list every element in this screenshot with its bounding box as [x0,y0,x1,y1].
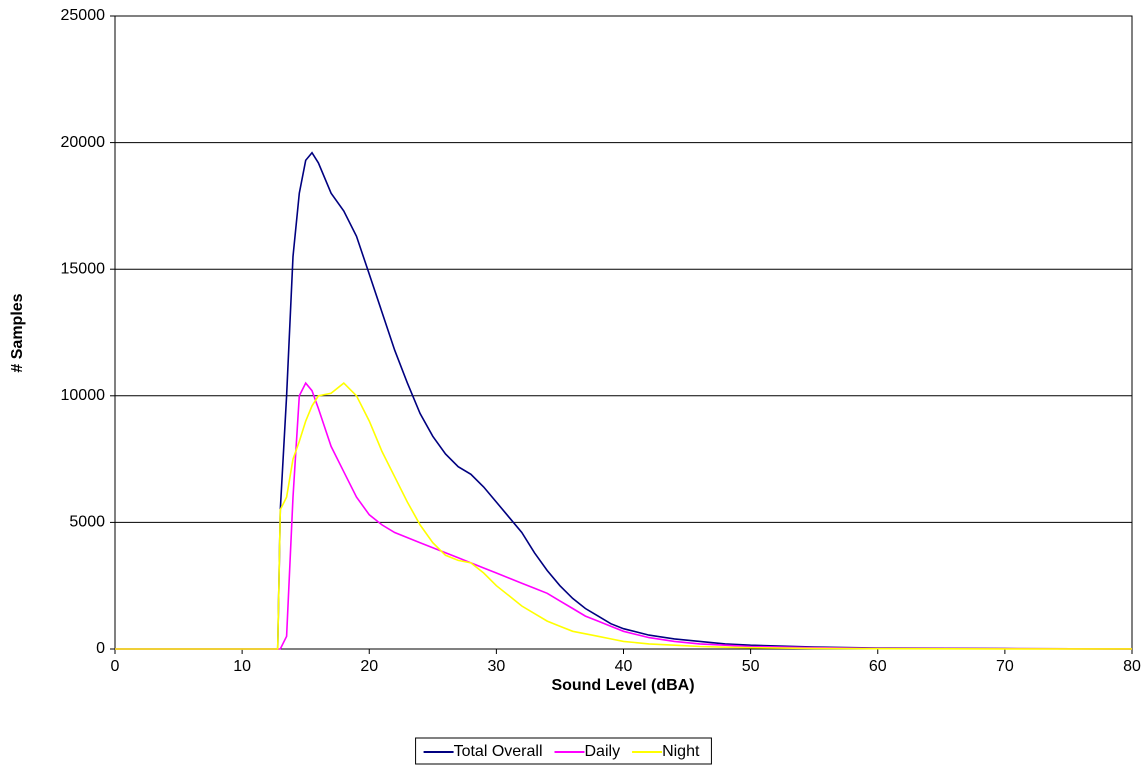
x-tick-label: 0 [111,658,120,675]
x-tick-label: 20 [360,658,378,675]
y-tick-label: 25000 [61,7,106,24]
legend-label: Night [662,743,700,760]
y-tick-label: 15000 [61,260,106,277]
y-tick-label: 0 [96,640,105,657]
x-tick-label: 40 [615,658,633,675]
x-tick-label: 80 [1123,658,1141,675]
legend-label: Daily [585,743,621,760]
x-tick-label: 60 [869,658,887,675]
series-line [115,382,1132,650]
plot-frame [114,15,1133,650]
x-tick-label: 50 [742,658,760,675]
series-line [115,151,1133,650]
legend-label: Total Overall [454,743,543,760]
series-line [115,381,1133,650]
y-tick-label: 10000 [61,387,106,404]
x-tick-label: 30 [487,658,505,675]
x-tick-label: 70 [996,658,1014,675]
y-tick-label: 20000 [61,134,106,151]
y-tick-label: 5000 [69,514,105,531]
x-tick-label: 10 [233,658,251,675]
x-axis-label: Sound Level (dBA) [551,677,694,694]
legend-box [415,737,712,765]
y-axis-label: # Samples [9,293,26,372]
